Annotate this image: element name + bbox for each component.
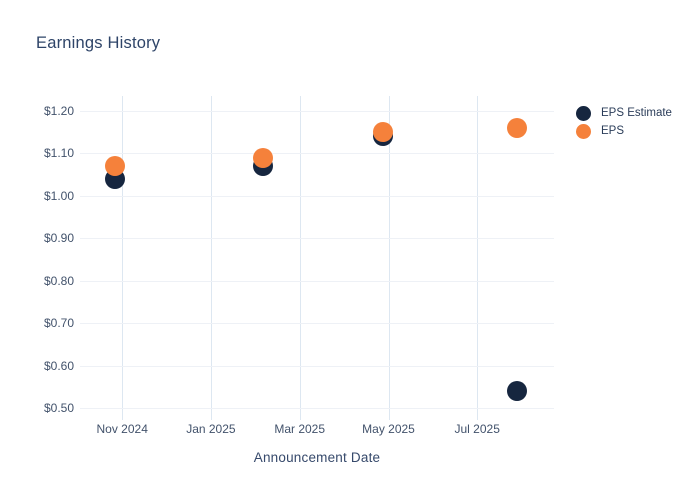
horizontal-gridline [80, 280, 554, 282]
y-tick-label: $0.60 [43, 358, 74, 373]
vertical-gridline [210, 96, 212, 420]
chart-title: Earnings History [36, 34, 161, 52]
y-tick-label: $0.90 [43, 231, 74, 246]
horizontal-gridline [80, 323, 554, 325]
vertical-gridline [122, 96, 124, 420]
x-tick-label: Nov 2024 [96, 422, 148, 436]
y-tick-label: $1.20 [43, 103, 74, 118]
eps-marker[interactable] [105, 156, 126, 177]
eps-marker[interactable] [507, 117, 528, 138]
legend: EPS Estimate EPS [576, 104, 672, 140]
horizontal-gridline [80, 365, 554, 367]
horizontal-gridline [80, 110, 554, 112]
x-tick-label: Jan 2025 [186, 422, 236, 436]
horizontal-gridline [80, 153, 554, 155]
horizontal-gridline [80, 408, 554, 410]
legend-marker-icon [576, 105, 591, 121]
eps-estimate-marker[interactable] [507, 381, 528, 402]
y-tick-label: $0.80 [43, 273, 74, 288]
x-tick-label: Mar 2025 [274, 422, 326, 436]
legend-marker-icon [576, 123, 591, 139]
x-tick-label: May 2025 [362, 422, 415, 436]
horizontal-gridline [80, 238, 554, 240]
vertical-gridline [477, 96, 479, 420]
vertical-gridline [388, 96, 390, 420]
y-tick-label: $1.10 [43, 146, 74, 161]
y-tick-label: $1.00 [43, 188, 74, 203]
plot-area [80, 96, 554, 420]
legend-label: EPS Estimate [601, 107, 672, 119]
eps-marker[interactable] [253, 147, 274, 168]
y-tick-label: $0.50 [43, 401, 74, 416]
x-axis-title: Announcement Date [253, 450, 381, 465]
eps-marker[interactable] [373, 122, 394, 143]
vertical-gridline [299, 96, 301, 420]
legend-label: EPS [601, 125, 625, 137]
y-tick-label: $0.70 [43, 316, 74, 331]
x-tick-label: Jul 2025 [454, 422, 500, 436]
legend-item-eps[interactable]: EPS [576, 122, 672, 140]
legend-item-eps-estimate[interactable]: EPS Estimate [576, 104, 672, 122]
horizontal-gridline [80, 195, 554, 197]
